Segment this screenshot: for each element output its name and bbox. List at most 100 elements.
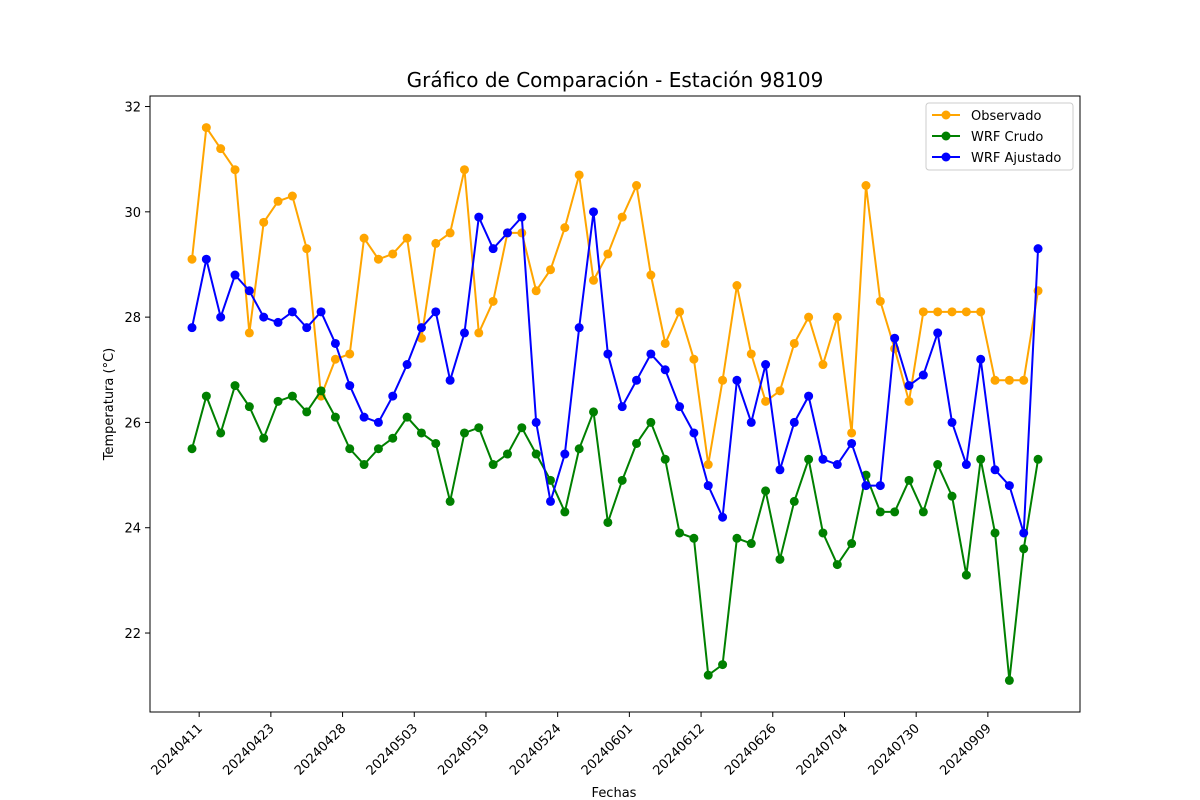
data-point bbox=[875, 481, 885, 491]
data-point bbox=[388, 433, 398, 443]
data-point bbox=[316, 307, 326, 317]
data-point bbox=[976, 354, 986, 364]
series-line bbox=[191, 383, 1040, 681]
series-observado bbox=[187, 123, 1043, 470]
data-point bbox=[187, 254, 197, 264]
data-point bbox=[187, 444, 197, 454]
data-point bbox=[388, 249, 398, 259]
data-point bbox=[761, 486, 771, 496]
data-point bbox=[359, 412, 369, 422]
data-point bbox=[818, 360, 828, 370]
x-tick-label: 20240601 bbox=[579, 721, 636, 778]
legend-label: Observado bbox=[971, 109, 1042, 124]
x-axis-ticks: 20240411 20240423 20240428 20240503 20240519… bbox=[149, 712, 995, 779]
data-point bbox=[746, 349, 756, 359]
data-point bbox=[531, 286, 541, 296]
y-tick-label: 30 bbox=[124, 206, 141, 221]
data-point bbox=[589, 207, 599, 217]
y-tick-label: 22 bbox=[124, 627, 141, 642]
data-point bbox=[990, 375, 1000, 385]
data-point bbox=[632, 375, 642, 385]
data-point bbox=[804, 454, 814, 464]
chart-title: Gráfico de Comparación - Estación 98109 bbox=[407, 68, 824, 92]
data-point bbox=[689, 533, 699, 543]
data-point bbox=[976, 307, 986, 317]
data-point bbox=[560, 507, 570, 517]
data-point bbox=[431, 307, 441, 317]
data-point bbox=[804, 391, 814, 401]
x-axis-label: Fechas bbox=[592, 786, 637, 800]
data-point bbox=[789, 496, 799, 506]
data-point bbox=[947, 491, 957, 501]
data-point bbox=[359, 460, 369, 470]
y-tick-label: 32 bbox=[124, 101, 141, 116]
data-point bbox=[933, 307, 943, 317]
data-point bbox=[603, 517, 613, 527]
data-point bbox=[216, 144, 226, 154]
data-point bbox=[990, 528, 1000, 538]
data-point bbox=[373, 254, 383, 264]
data-point bbox=[259, 312, 269, 322]
data-point bbox=[546, 475, 555, 485]
data-point bbox=[287, 307, 297, 317]
data-point bbox=[359, 233, 369, 243]
data-point bbox=[890, 507, 900, 517]
data-point bbox=[703, 460, 713, 470]
data-point bbox=[918, 307, 928, 317]
data-point bbox=[488, 460, 498, 470]
data-point bbox=[603, 349, 613, 359]
data-point bbox=[976, 454, 986, 464]
data-point bbox=[1019, 375, 1029, 385]
data-point bbox=[259, 433, 269, 443]
data-point bbox=[402, 360, 412, 370]
data-point bbox=[488, 244, 498, 254]
data-point bbox=[345, 349, 355, 359]
data-point bbox=[904, 381, 914, 391]
data-point bbox=[416, 428, 426, 438]
data-point bbox=[459, 328, 469, 338]
data-point bbox=[574, 323, 584, 333]
data-point bbox=[259, 217, 269, 227]
data-point bbox=[732, 375, 742, 385]
data-point bbox=[531, 417, 541, 427]
data-point bbox=[861, 181, 871, 191]
data-point bbox=[890, 333, 900, 343]
legend-label: WRF Crudo bbox=[971, 130, 1043, 145]
data-point bbox=[761, 360, 771, 370]
x-tick-label: 20240909 bbox=[937, 721, 994, 778]
data-point bbox=[1004, 481, 1014, 491]
series-wrf-ajustado bbox=[187, 207, 1043, 538]
data-point bbox=[402, 412, 412, 422]
data-point bbox=[560, 223, 570, 233]
data-point bbox=[244, 328, 254, 338]
data-point bbox=[402, 233, 412, 243]
data-point bbox=[330, 338, 340, 348]
data-point bbox=[861, 481, 871, 491]
data-point bbox=[832, 560, 842, 570]
x-tick-label: 20240524 bbox=[507, 721, 564, 778]
data-point bbox=[502, 228, 512, 238]
x-tick-label: 20240612 bbox=[651, 721, 708, 778]
data-point bbox=[832, 312, 842, 322]
data-point bbox=[689, 354, 699, 364]
data-point bbox=[345, 381, 355, 391]
data-point bbox=[474, 212, 484, 222]
data-point bbox=[345, 444, 355, 454]
data-point bbox=[703, 481, 713, 491]
data-point bbox=[961, 460, 971, 470]
data-point bbox=[832, 460, 842, 470]
legend-label: WRF Ajustado bbox=[971, 151, 1061, 166]
data-point bbox=[775, 386, 785, 396]
data-point bbox=[961, 570, 971, 580]
x-tick-label: 20240626 bbox=[722, 721, 779, 778]
data-point bbox=[302, 323, 312, 333]
data-point bbox=[646, 417, 656, 427]
data-point bbox=[718, 660, 728, 670]
data-point bbox=[474, 328, 484, 338]
data-point bbox=[560, 449, 570, 459]
y-tick-label: 24 bbox=[124, 522, 141, 537]
data-point bbox=[933, 328, 943, 338]
data-point bbox=[302, 407, 312, 417]
data-point bbox=[373, 417, 383, 427]
data-point bbox=[517, 212, 527, 222]
